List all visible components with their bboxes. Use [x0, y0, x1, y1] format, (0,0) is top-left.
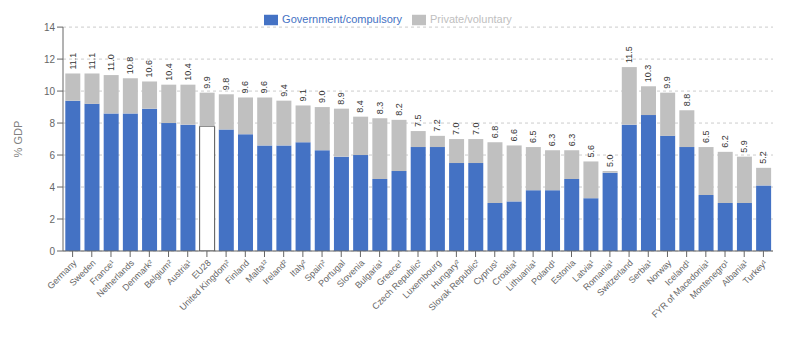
svg-text:9.0: 9.0: [317, 91, 327, 104]
svg-text:Slovenia: Slovenia: [334, 257, 367, 290]
svg-text:11.0: 11.0: [106, 54, 116, 71]
svg-text:8.2: 8.2: [394, 103, 404, 116]
svg-text:10: 10: [44, 86, 56, 97]
svg-text:Serbia¹: Serbia¹: [626, 257, 655, 286]
svg-text:Montenegro¹: Montenegro¹: [687, 257, 731, 301]
svg-text:Croatia¹: Croatia¹: [490, 257, 520, 288]
svg-text:6.5: 6.5: [528, 131, 538, 144]
svg-text:Germany: Germany: [45, 257, 79, 292]
svg-text:9.8: 9.8: [221, 78, 231, 91]
svg-text:Poland¹: Poland¹: [529, 257, 559, 287]
svg-text:8.3: 8.3: [375, 102, 385, 115]
svg-text:Hungary²: Hungary²: [429, 257, 463, 292]
svg-text:EU28: EU28: [189, 257, 213, 281]
svg-text:Portugal: Portugal: [316, 257, 348, 289]
svg-text:6.5: 6.5: [701, 131, 711, 144]
svg-text:5.2: 5.2: [758, 151, 768, 164]
svg-text:8.9: 8.9: [336, 92, 346, 105]
svg-text:14: 14: [44, 22, 56, 33]
svg-text:11.1: 11.1: [87, 53, 97, 70]
svg-text:10.4: 10.4: [183, 63, 193, 81]
svg-text:Latvia¹: Latvia¹: [570, 257, 597, 284]
svg-text:Luxembourg: Luxembourg: [400, 257, 444, 301]
svg-text:6.3: 6.3: [547, 134, 557, 147]
svg-text:% GDP: % GDP: [12, 121, 24, 158]
svg-text:7.0: 7.0: [471, 123, 481, 136]
svg-text:United Kingdom²: United Kingdom²: [178, 258, 232, 312]
svg-text:Norway: Norway: [644, 257, 674, 287]
svg-text:5.6: 5.6: [586, 145, 596, 158]
svg-text:7.2: 7.2: [432, 119, 442, 132]
svg-text:9.9: 9.9: [202, 76, 212, 89]
svg-text:9.4: 9.4: [279, 84, 289, 97]
svg-text:12: 12: [44, 54, 56, 65]
svg-text:2: 2: [49, 214, 55, 225]
svg-text:Lithuania¹: Lithuania¹: [504, 257, 540, 293]
svg-text:7.5: 7.5: [413, 115, 423, 128]
svg-text:Finland: Finland: [223, 257, 252, 286]
svg-text:10.3: 10.3: [643, 65, 653, 83]
svg-text:Bulgaria¹: Bulgaria¹: [353, 257, 386, 291]
svg-text:7.0: 7.0: [451, 123, 461, 136]
svg-text:Cyprus¹: Cyprus¹: [471, 257, 501, 288]
svg-text:Italy²: Italy²: [287, 257, 309, 279]
svg-text:9.1: 9.1: [298, 89, 308, 102]
svg-text:8.8: 8.8: [682, 94, 692, 107]
svg-text:Albania¹: Albania¹: [719, 257, 751, 289]
svg-text:5.0: 5.0: [605, 155, 615, 168]
html-text:Private/voluntary: Private/voluntary: [429, 13, 512, 25]
html-text:Government/compulsory: Government/compulsory: [282, 13, 402, 25]
svg-text:Austria¹: Austria¹: [165, 258, 194, 287]
svg-text:11.5: 11.5: [624, 46, 634, 63]
svg-text:4: 4: [49, 182, 55, 193]
svg-text:FYR of Macedonia¹: FYR of Macedonia¹: [649, 257, 712, 320]
svg-text:6.8: 6.8: [490, 126, 500, 139]
svg-text:France¹: France¹: [87, 257, 117, 287]
svg-text:6: 6: [49, 150, 55, 161]
svg-text:11.1: 11.1: [68, 53, 78, 70]
svg-text:10.6: 10.6: [144, 60, 154, 78]
svg-text:Denmark²: Denmark²: [120, 257, 156, 293]
svg-text:Sweden: Sweden: [67, 257, 98, 288]
svg-text:Iceland¹: Iceland¹: [662, 257, 693, 288]
svg-text:Ireland²: Ireland²: [261, 258, 290, 287]
svg-text:Estonia: Estonia: [549, 258, 577, 286]
svg-text:10.8: 10.8: [125, 57, 135, 75]
svg-text:Turkey¹: Turkey¹: [741, 258, 769, 286]
svg-text:Greece¹: Greece¹: [374, 257, 405, 288]
svg-text:Malta¹²: Malta¹²: [243, 257, 271, 285]
svg-text:Czech Republic²: Czech Republic²: [370, 257, 424, 312]
svg-text:9.9: 9.9: [662, 76, 672, 89]
svg-text:Switzerland: Switzerland: [595, 257, 635, 298]
svg-text:Romania¹: Romania¹: [581, 257, 616, 293]
svg-text:0: 0: [49, 246, 55, 257]
svg-text:6.6: 6.6: [509, 129, 519, 142]
svg-text:6.2: 6.2: [720, 135, 730, 148]
svg-text:5.9: 5.9: [739, 140, 749, 153]
svg-text:Spain²: Spain²: [302, 257, 328, 284]
svg-text:6.3: 6.3: [567, 134, 577, 147]
svg-text:8: 8: [49, 118, 55, 129]
svg-text:Netherlands: Netherlands: [94, 257, 137, 300]
svg-text:9.6: 9.6: [259, 81, 269, 94]
svg-text:8.4: 8.4: [355, 100, 365, 113]
svg-text:10.4: 10.4: [164, 63, 174, 81]
svg-text:Belgium²: Belgium²: [142, 257, 175, 290]
svg-text:Slovak Republic²: Slovak Republic²: [427, 258, 482, 313]
svg-text:9.6: 9.6: [240, 81, 250, 94]
